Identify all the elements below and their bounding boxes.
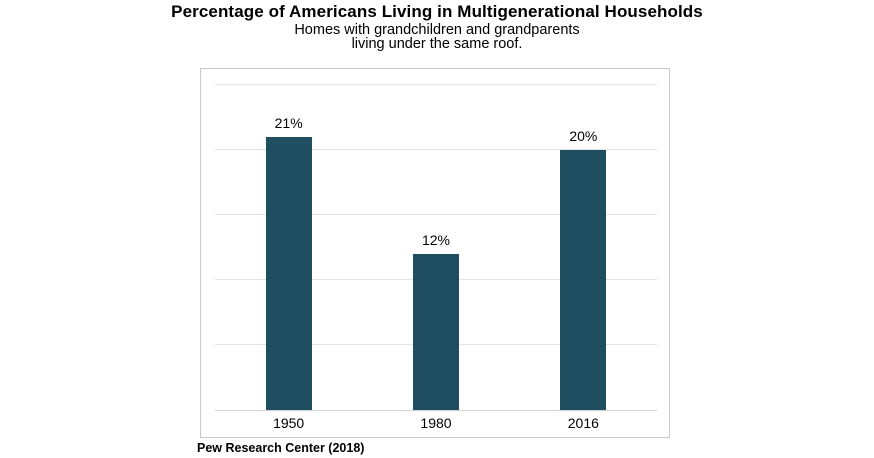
chart-subtitle: Homes with grandchildren and grandparent… [0,22,874,52]
gridline-20-percent [215,149,657,150]
bar-1980 [413,254,459,410]
chart-subtitle-line-2: living under the same roof. [351,35,523,52]
x-tick-label-2016: 2016 [567,415,599,431]
bar-value-label-1980: 12% [421,232,451,248]
plot-area: 21% 1950 12% 1980 20% 2016 [215,69,657,431]
bar-1950 [265,137,312,410]
gridline-15-percent [215,214,657,215]
bar-2016 [560,150,607,410]
chart-plot-box: 21% 1950 12% 1980 20% 2016 [200,68,670,438]
source-citation: Pew Research Center (2018) [197,441,365,455]
bar-value-label-2016: 20% [569,128,598,144]
chart-subtitle-line-1: Homes with grandchildren and grandparent… [294,22,580,38]
x-tick-label-1950: 1950 [273,415,305,431]
bar-value-label-1950: 21% [274,115,303,131]
gridline-25-percent [215,84,657,85]
x-tick-label-1980: 1980 [420,415,452,431]
chart-title: Percentage of Americans Living in Multig… [171,2,703,21]
